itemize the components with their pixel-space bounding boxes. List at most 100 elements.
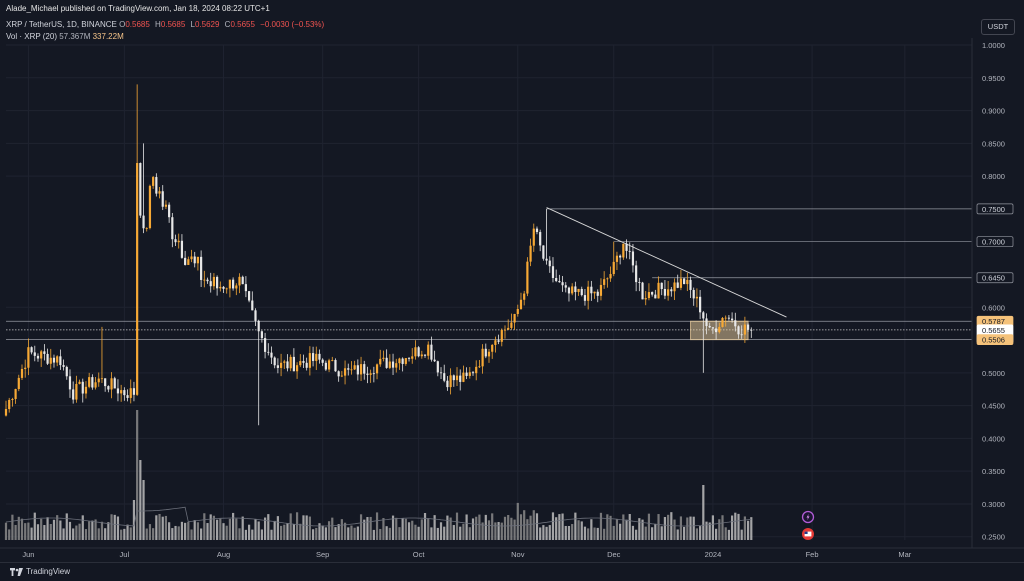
volume-bar	[379, 528, 382, 540]
volume-bar	[420, 519, 423, 540]
volume-bar	[337, 524, 340, 540]
volume-bar	[583, 526, 587, 540]
candle-body	[267, 351, 270, 353]
candle-body	[702, 312, 705, 319]
volume-bar	[689, 516, 692, 540]
volume-bar	[190, 529, 193, 540]
volume-bar	[455, 512, 459, 540]
volume-bar	[91, 520, 94, 540]
volume-bar	[315, 527, 318, 540]
candle-body	[491, 344, 494, 352]
volume-value: 337.22M	[92, 32, 124, 41]
volume-bar	[430, 527, 433, 540]
candle-body	[414, 347, 417, 357]
candle-body	[593, 291, 596, 294]
volume-bar	[548, 525, 551, 540]
symbol-label[interactable]: XRP / TetherUS, 1D, BINANCE	[6, 20, 117, 29]
ohlc-legend: XRP / TetherUS, 1D, BINANCE O0.5685 H0.5…	[6, 20, 324, 29]
volume-bar	[635, 529, 638, 540]
open-value: 0.5685	[125, 20, 150, 29]
change-value: −0.0030 (−0.53%)	[260, 20, 325, 29]
candle-body	[161, 191, 164, 207]
volume-bar	[52, 519, 56, 540]
volume-bar	[388, 527, 391, 540]
volume-bar	[174, 525, 177, 540]
candle-body	[97, 378, 100, 383]
candle-body	[190, 256, 193, 260]
price-label-box	[976, 334, 1014, 345]
volume-bar	[519, 514, 523, 540]
candle-body	[622, 243, 625, 258]
volume-bar	[366, 517, 369, 540]
candle-body	[481, 348, 484, 367]
volume-bar	[539, 527, 542, 540]
candle-body	[407, 358, 411, 359]
volume-bar	[49, 523, 52, 540]
candle-body	[734, 320, 737, 327]
volume-bar	[11, 514, 14, 540]
volume-bar	[171, 528, 174, 540]
candle-body	[4, 409, 8, 416]
price-label: 0.7500	[982, 205, 1005, 214]
volume-bar	[72, 528, 75, 540]
price-tick-label: 0.4000	[982, 434, 1005, 443]
candle-body	[715, 328, 718, 333]
publisher-line: Alade_Michael published on TradingView.c…	[6, 4, 270, 13]
candle-body	[667, 289, 670, 296]
candle-body	[388, 361, 391, 368]
volume-bar	[551, 512, 555, 540]
candle-body	[152, 177, 155, 186]
volume-bar	[593, 527, 596, 540]
volume-bar	[27, 522, 30, 540]
candle-body	[452, 375, 455, 381]
candlestick-chart[interactable]: 1.0000 0.9500 0.9000 0.8500 0.8000 0.6000 0.50…	[0, 0, 1024, 562]
high-value: 0.5685	[160, 20, 186, 29]
volume-bar	[711, 515, 715, 540]
price-tick-label: 0.4500	[982, 402, 1005, 411]
candle-body	[577, 288, 580, 293]
candle-body	[523, 293, 526, 300]
candle-body	[587, 286, 590, 301]
volume-bar	[241, 516, 244, 540]
volume-bar	[398, 527, 401, 540]
candle-body	[580, 288, 583, 296]
volume-bar	[56, 515, 59, 540]
lightning-icon	[806, 513, 810, 521]
candle-body	[158, 191, 161, 194]
low-value: 0.5629	[194, 20, 220, 29]
candle-body	[180, 240, 184, 258]
volume-bar	[625, 519, 628, 540]
candle-body	[519, 299, 523, 309]
candle-body	[273, 357, 276, 366]
volume-bar	[180, 521, 184, 540]
volume-bar	[120, 529, 123, 540]
price-tick-label: 0.2500	[982, 533, 1005, 542]
volume-bar	[587, 528, 590, 540]
candle-body	[184, 257, 187, 265]
candle-body	[596, 291, 599, 296]
candle-body	[104, 378, 107, 387]
volume-bar	[500, 522, 503, 540]
candle-body	[494, 340, 497, 345]
candle-body	[564, 285, 567, 288]
candle-body	[203, 279, 206, 281]
volume-bar	[219, 518, 222, 540]
price-label: 0.5787	[982, 317, 1005, 326]
volume-bar	[155, 515, 158, 540]
candle-body	[670, 289, 673, 292]
currency-button[interactable]: USDT	[981, 19, 1015, 35]
candle-body	[279, 362, 283, 368]
volume-bar	[567, 525, 571, 540]
event-badges[interactable]	[796, 509, 826, 549]
volume-bar	[212, 515, 216, 540]
volume-bar	[695, 528, 699, 540]
volume-bar	[718, 519, 721, 540]
candle-body	[711, 327, 715, 329]
tradingview-brand[interactable]: TradingView	[10, 567, 70, 576]
volume-label[interactable]: Vol · XRP (20)	[6, 32, 57, 41]
volume-bar	[24, 523, 27, 540]
time-tick-label: Dec	[607, 550, 621, 559]
candle-body	[295, 365, 299, 372]
volume-bar	[267, 514, 270, 540]
